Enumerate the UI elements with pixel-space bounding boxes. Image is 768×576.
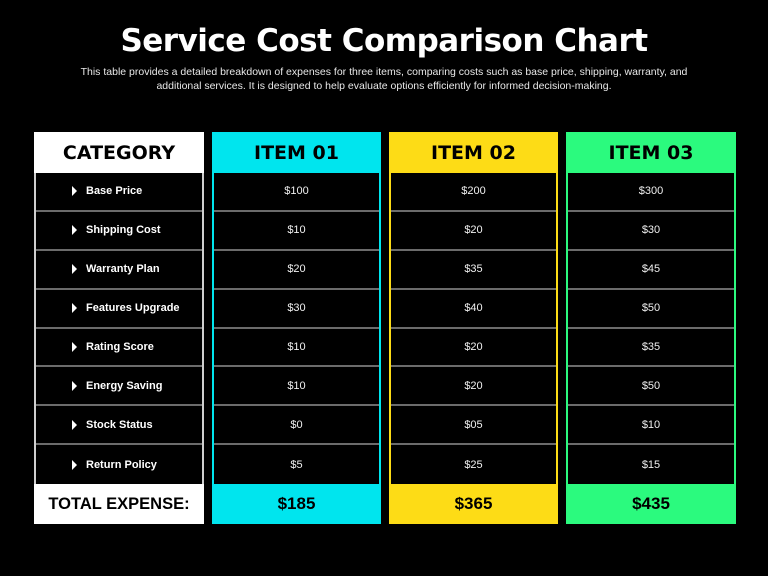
item-02-column: ITEM 02 $200 $20 $35 $40 $20 $20 $05 $25… (389, 132, 558, 524)
value-cell: $10 (214, 329, 379, 368)
category-column: CATEGORY Base Price Shipping Cost Warran… (34, 132, 204, 524)
value-cell: $30 (214, 290, 379, 329)
category-header: CATEGORY (34, 132, 204, 173)
item-02-total: $365 (389, 484, 558, 524)
item-03-header: ITEM 03 (566, 132, 736, 173)
value-cell: $5 (290, 458, 303, 471)
category-row: Return Policy (36, 445, 202, 484)
category-row: Energy Saving (36, 367, 202, 407)
value-cell: $20 (391, 367, 556, 407)
category-label: Energy Saving (86, 379, 163, 392)
triangle-right-icon (72, 380, 77, 391)
value-cell: $35 (568, 329, 734, 368)
item-01-body: $100 $10 $20 $30 $10 $10 $0 $5 (212, 173, 381, 484)
value-cell: $0 (214, 406, 379, 446)
category-row: Base Price (36, 173, 202, 212)
item-02-header: ITEM 02 (389, 132, 558, 173)
category-label: Base Price (86, 185, 143, 198)
value-cell: $20 (391, 329, 556, 368)
category-label: Return Policy (86, 458, 157, 471)
category-row: Rating Score (36, 329, 202, 368)
value-cell: $300 (568, 173, 734, 212)
triangle-right-icon (72, 264, 77, 275)
value-cell: $45 (568, 251, 734, 290)
item-03-body: $300 $30 $45 $50 $35 $50 $10 $15 (566, 173, 736, 484)
category-body: Base Price Shipping Cost Warranty Plan F… (34, 173, 204, 484)
value-cell: $10 (214, 367, 379, 407)
triangle-right-icon (72, 341, 77, 352)
triangle-right-icon (72, 186, 77, 197)
value-cell: $100 (214, 173, 379, 212)
triangle-right-icon (72, 419, 77, 430)
item-03-total: $435 (566, 484, 736, 524)
value-cell: $50 (568, 290, 734, 329)
value-cell: $15 (641, 458, 661, 471)
value-cell: $10 (568, 406, 734, 446)
category-row: Shipping Cost (36, 212, 202, 251)
value-cell: $25 (464, 458, 483, 471)
value-cell: $40 (391, 290, 556, 329)
item-01-header: ITEM 01 (212, 132, 381, 173)
triangle-right-icon (72, 459, 77, 470)
category-label: Rating Score (86, 340, 154, 353)
value-cell: $35 (391, 251, 556, 290)
value-cell: $30 (568, 212, 734, 251)
value-cell: $20 (391, 212, 556, 251)
triangle-right-icon (72, 225, 77, 236)
category-label: Features Upgrade (86, 302, 180, 315)
triangle-right-icon (72, 303, 77, 314)
category-row: Warranty Plan (36, 251, 202, 290)
page-description: This table provides a detailed breakdown… (80, 66, 688, 92)
category-row: Features Upgrade (36, 290, 202, 329)
value-cell: $200 (391, 173, 556, 212)
item-03-column: ITEM 03 $300 $30 $45 $50 $35 $50 $10 $15… (566, 132, 736, 524)
value-cell: $10 (214, 212, 379, 251)
category-row: Stock Status (36, 406, 202, 446)
value-cell: $20 (214, 251, 379, 290)
page-title: Service Cost Comparison Chart (120, 23, 648, 59)
value-cell: $50 (568, 367, 734, 407)
total-expense-label: TOTAL EXPENSE: (34, 484, 204, 524)
item-02-body: $200 $20 $35 $40 $20 $20 $05 $25 (389, 173, 558, 484)
item-01-total: $185 (212, 484, 381, 524)
item-01-column: ITEM 01 $100 $10 $20 $30 $10 $10 $0 $5 $… (212, 132, 381, 524)
category-label: Stock Status (86, 418, 153, 431)
category-label: Warranty Plan (86, 263, 160, 276)
value-cell: $05 (391, 406, 556, 446)
category-label: Shipping Cost (86, 224, 161, 237)
